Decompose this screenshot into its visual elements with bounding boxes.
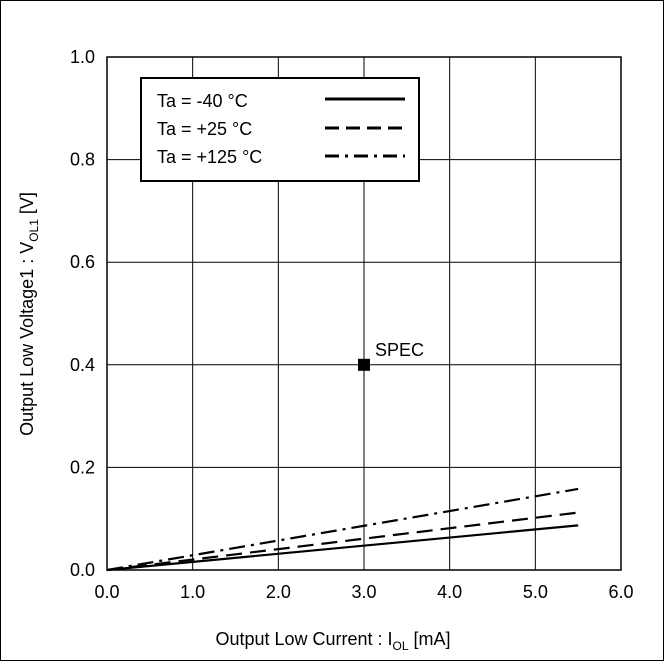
series-line-3 xyxy=(106,487,579,572)
legend-label-1: Ta = -40 °C xyxy=(157,91,248,111)
legend: Ta = -40 °C Ta = +25 °C Ta = +125 °C xyxy=(140,77,420,182)
y-tick-label: 0.6 xyxy=(70,252,95,272)
x-tick-label: 6.0 xyxy=(608,582,633,602)
annotation-group: SPEC xyxy=(358,340,424,371)
spec-label: SPEC xyxy=(375,340,424,360)
y-tick-label: 0.4 xyxy=(70,355,95,375)
y-tick-label: 0.8 xyxy=(70,150,95,170)
plot-border xyxy=(106,56,622,571)
x-tick-label: 4.0 xyxy=(437,582,462,602)
series-line-1 xyxy=(106,524,579,572)
x-tick-label: 1.0 xyxy=(180,582,205,602)
x-tick-label: 2.0 xyxy=(266,582,291,602)
y-tick-label: 0.0 xyxy=(70,560,95,580)
legend-label-2: Ta = +25 °C xyxy=(157,119,252,139)
series-group xyxy=(106,487,579,572)
x-tick-labels: 0.0 1.0 2.0 3.0 4.0 5.0 6.0 xyxy=(94,582,633,602)
y-tick-labels: 0.0 0.2 0.4 0.6 0.8 1.0 xyxy=(70,47,95,580)
plot-area xyxy=(106,56,622,571)
y-axis-label: Output Low Voltage1 : VOL1 [V] xyxy=(17,192,41,436)
x-tick-label: 3.0 xyxy=(351,582,376,602)
legend-label-3: Ta = +125 °C xyxy=(157,147,262,167)
x-tick-label: 0.0 xyxy=(94,582,119,602)
y-tick-label: 1.0 xyxy=(70,47,95,67)
x-axis-label: Output Low Current : IOL [mA] xyxy=(215,629,450,653)
y-tick-label: 0.2 xyxy=(70,457,95,477)
spec-marker xyxy=(358,358,370,371)
series-line-2 xyxy=(106,511,579,572)
x-tick-label: 5.0 xyxy=(523,582,548,602)
